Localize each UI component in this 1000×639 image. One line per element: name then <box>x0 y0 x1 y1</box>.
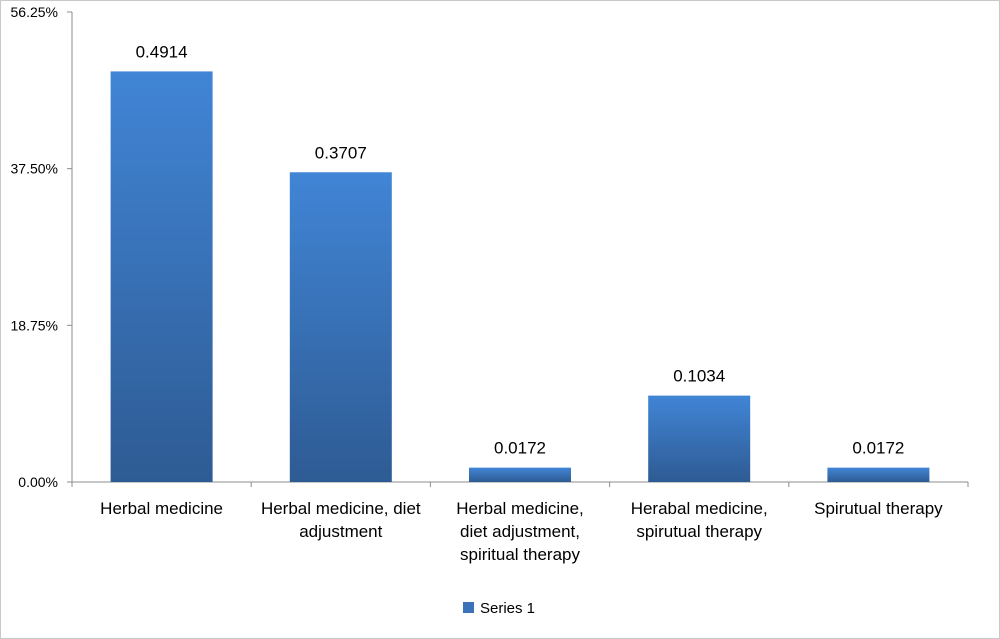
y-tick-label: 56.25% <box>11 4 58 20</box>
data-label: 0.4914 <box>136 42 188 61</box>
bar <box>648 395 751 482</box>
bar <box>469 467 571 482</box>
data-label: 0.0172 <box>852 439 904 458</box>
x-tick-label: Herbal medicine, diet adjustment <box>261 499 421 541</box>
bar <box>110 71 213 483</box>
x-tick-label: Herbal medicine, diet adjustment, spiritua… <box>456 499 584 564</box>
x-tick-label: Spirutual therapy <box>814 499 943 518</box>
axes: 0.00% 18.75% 37.50% 56.25% <box>11 4 969 490</box>
x-tick-label: Herbal medicine <box>100 499 223 518</box>
data-label: 0.0172 <box>494 439 546 458</box>
y-tick-label: 18.75% <box>11 317 58 333</box>
data-label: 0.3707 <box>315 143 367 162</box>
bar <box>827 467 930 482</box>
legend: Series 1 <box>463 600 535 617</box>
labels: 0.4914 Herbal medicine 0.3707 Herbal medici… <box>100 42 943 564</box>
legend-label: Series 1 <box>480 600 535 617</box>
bars <box>110 71 930 483</box>
data-label: 0.1034 <box>673 367 725 386</box>
legend-swatch <box>463 602 474 613</box>
y-tick-label: 0.00% <box>18 474 58 490</box>
x-tick-label: Herabal medicine, spirutual therapy <box>631 499 768 541</box>
bar <box>289 172 392 482</box>
y-tick-label: 37.50% <box>11 161 58 177</box>
legend-entry: Series 1 <box>463 600 535 617</box>
